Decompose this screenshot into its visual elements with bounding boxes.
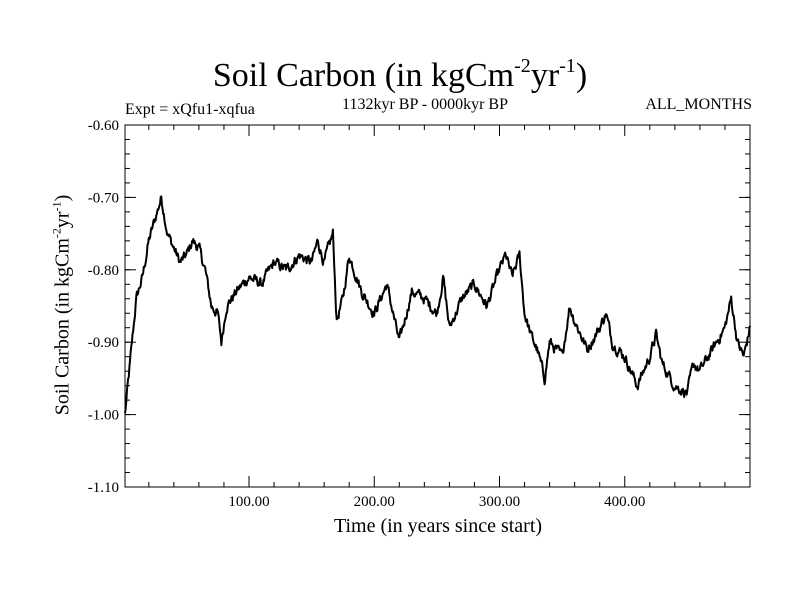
chart-title: Soil Carbon (in kgCm-2yr-1) (212, 55, 588, 94)
y-axis-label: Soil Carbon (in kgCm-2yr-1) (49, 194, 74, 416)
subtitle-right: ALL_MONTHS (645, 96, 752, 113)
plot-frame (124, 124, 751, 488)
series-line-soil-carbon (124, 195, 751, 414)
y-tick-label: -1.00 (88, 408, 119, 424)
subtitle-left: Expt = xQfu1-xqfua (125, 101, 255, 118)
x-tick-label: 200.00 (354, 494, 395, 510)
x-tick-label: 100.00 (228, 494, 269, 510)
subtitle-center: 1132kyr BP - 0000kyr BP (342, 96, 508, 113)
y-tick-label: -0.90 (88, 335, 119, 351)
x-tick-label: 300.00 (479, 494, 520, 510)
x-axis-label: Time (in years since start) (333, 515, 543, 537)
y-tick-label: -1.10 (88, 480, 119, 496)
y-tick-label: -0.80 (88, 263, 119, 279)
y-tick-label: -0.70 (88, 190, 119, 206)
x-tick-label: 400.00 (604, 494, 645, 510)
x-axis-ticks: 100.00 200.00 300.00 400.00 (148, 125, 726, 510)
y-tick-label: -0.60 (88, 118, 119, 134)
y-axis-ticks: -1.10 -1.00 -0.90 -0.80 -0.70 -0.60 (88, 118, 750, 496)
